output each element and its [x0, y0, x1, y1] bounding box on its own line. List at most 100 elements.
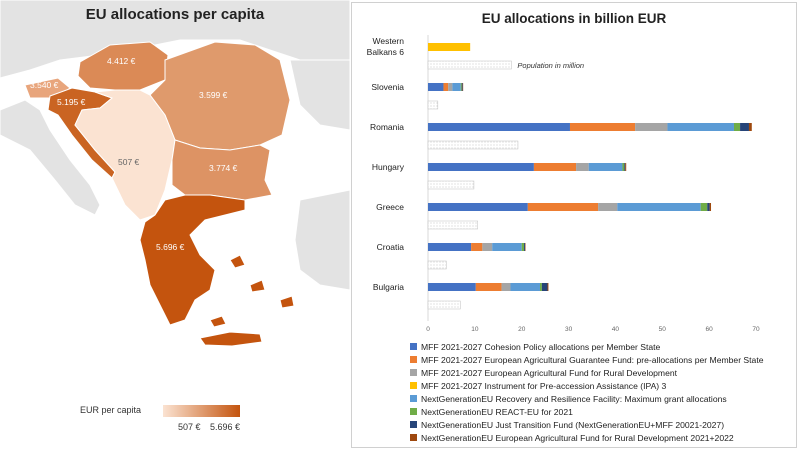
legend-label: NextGenerationEU Recovery and Resilience…	[421, 393, 727, 404]
legend-swatch	[410, 408, 417, 415]
bar-segment	[471, 243, 483, 251]
label-hungary: 4.412 €	[107, 56, 136, 66]
bar-segment	[740, 123, 749, 131]
country-hungary[interactable]	[77, 41, 169, 91]
legend-item: MFF 2021-2027 Instrument for Pre-accessi…	[410, 379, 798, 392]
bar-segment	[541, 283, 548, 291]
population-bar	[427, 60, 512, 70]
legend-item: NextGenerationEU Just Transition Fund (N…	[410, 418, 798, 431]
label-croatia: 5.195 €	[57, 97, 86, 107]
legend-swatch	[410, 382, 417, 389]
x-tick-label: 50	[659, 326, 667, 333]
population-bar	[427, 180, 475, 190]
legend-label: MFF 2021-2027 European Agricultural Fund…	[421, 367, 678, 378]
country-greece-crete[interactable]	[199, 331, 263, 347]
bar-segment	[667, 123, 734, 131]
bar-segment	[428, 43, 471, 51]
map-legend-title: EUR per capita	[80, 405, 142, 415]
legend-swatch	[410, 356, 417, 363]
legend-swatch	[410, 434, 417, 441]
bar-segment	[709, 203, 712, 211]
population-bar	[427, 260, 447, 270]
legend-swatch	[410, 369, 417, 376]
legend-item: MFF 2021-2027 Cohesion Policy allocation…	[410, 340, 798, 353]
legend-label: NextGenerationEU REACT-EU for 2021	[421, 406, 573, 417]
legend-swatch	[410, 421, 417, 428]
bar-segment	[452, 83, 461, 91]
bar-segment	[521, 243, 525, 251]
x-tick-label: 40	[612, 326, 620, 333]
bar-segment	[501, 283, 511, 291]
bar-segment	[588, 163, 623, 171]
category-label: Greece	[376, 202, 404, 212]
legend-label: NextGenerationEU European Agricultural F…	[421, 432, 734, 443]
chart-title: EU allocations in billion EUR	[482, 11, 667, 26]
country-western-balkans[interactable]	[74, 89, 176, 221]
legend-swatch	[410, 343, 417, 350]
bar-segment	[443, 83, 449, 91]
label-bulgaria: 3.774 €	[209, 163, 238, 173]
map-legend-gradient	[163, 405, 240, 417]
population-bar	[427, 300, 461, 310]
bar-segment	[539, 283, 542, 291]
map-svg	[0, 0, 350, 450]
bar-segment	[475, 283, 502, 291]
category-label: Romania	[370, 122, 404, 132]
bar-segment	[533, 163, 577, 171]
map-legend-max: 5.696 €	[210, 422, 241, 432]
x-tick-label: 70	[752, 326, 760, 333]
category-label: Slovenia	[371, 82, 404, 92]
bar-segment	[635, 123, 668, 131]
legend-item: MFF 2021-2027 European Agricultural Fund…	[410, 366, 798, 379]
bar-segment	[492, 243, 522, 251]
bar-segment	[622, 163, 625, 171]
legend-label: NextGenerationEU Just Transition Fund (N…	[421, 419, 725, 430]
label-slovenia: 3.540 €	[30, 80, 59, 90]
bar-segment	[482, 243, 493, 251]
label-greece: 5.696 €	[156, 242, 185, 252]
bar-segment	[625, 163, 627, 171]
x-tick-label: 30	[565, 326, 573, 333]
chart-legend: MFF 2021-2027 Cohesion Policy allocation…	[410, 340, 798, 444]
bar-segment	[707, 203, 710, 211]
bar-segment	[428, 123, 570, 131]
legend-label: MFF 2021-2027 Instrument for Pre-accessi…	[421, 380, 667, 391]
legend-item: MFF 2021-2027 European Agricultural Guar…	[410, 353, 798, 366]
bar-segment	[733, 123, 741, 131]
country-bulgaria[interactable]	[171, 139, 273, 201]
category-label: Western Balkans 6	[367, 36, 405, 57]
map-legend-min: 507 €	[178, 422, 201, 432]
bar-segment	[428, 243, 472, 251]
land-italy	[0, 99, 101, 216]
land-moldova-ukraine	[289, 59, 350, 131]
legend-item: NextGenerationEU REACT-EU for 2021	[410, 405, 798, 418]
x-tick-label: 20	[518, 326, 526, 333]
map-title: EU allocations per capita	[85, 6, 265, 23]
bar-segment	[510, 283, 540, 291]
bar-segment	[448, 83, 453, 91]
bar-segment	[624, 163, 626, 171]
x-tick-label: 60	[706, 326, 714, 333]
bar-segment	[748, 123, 752, 131]
bar-segment	[700, 203, 708, 211]
country-greece-islands[interactable]	[209, 254, 295, 328]
legend-swatch	[410, 395, 417, 402]
category-label: Bulgaria	[373, 282, 404, 292]
bar-segment	[569, 123, 636, 131]
x-tick-label: 0	[426, 326, 430, 333]
legend-label: MFF 2021-2027 European Agricultural Guar…	[421, 354, 764, 365]
population-label: Population in million	[517, 61, 584, 70]
bar-segment	[524, 243, 525, 251]
bar-segment	[460, 83, 462, 91]
bar-segment	[527, 203, 599, 211]
bar-segment	[428, 283, 476, 291]
chart-svg: EU allocations in billion EUR 0 10 20 30 40 50…	[367, 11, 760, 333]
legend-item: NextGenerationEU European Agricultural F…	[410, 431, 798, 444]
label-western-balkans: 507 €	[118, 157, 140, 167]
country-greece[interactable]	[139, 194, 246, 326]
category-label: Hungary	[372, 162, 405, 172]
population-bar	[427, 140, 519, 150]
bar-segment	[428, 83, 444, 91]
population-bar	[427, 220, 478, 230]
bar-segment	[598, 203, 618, 211]
